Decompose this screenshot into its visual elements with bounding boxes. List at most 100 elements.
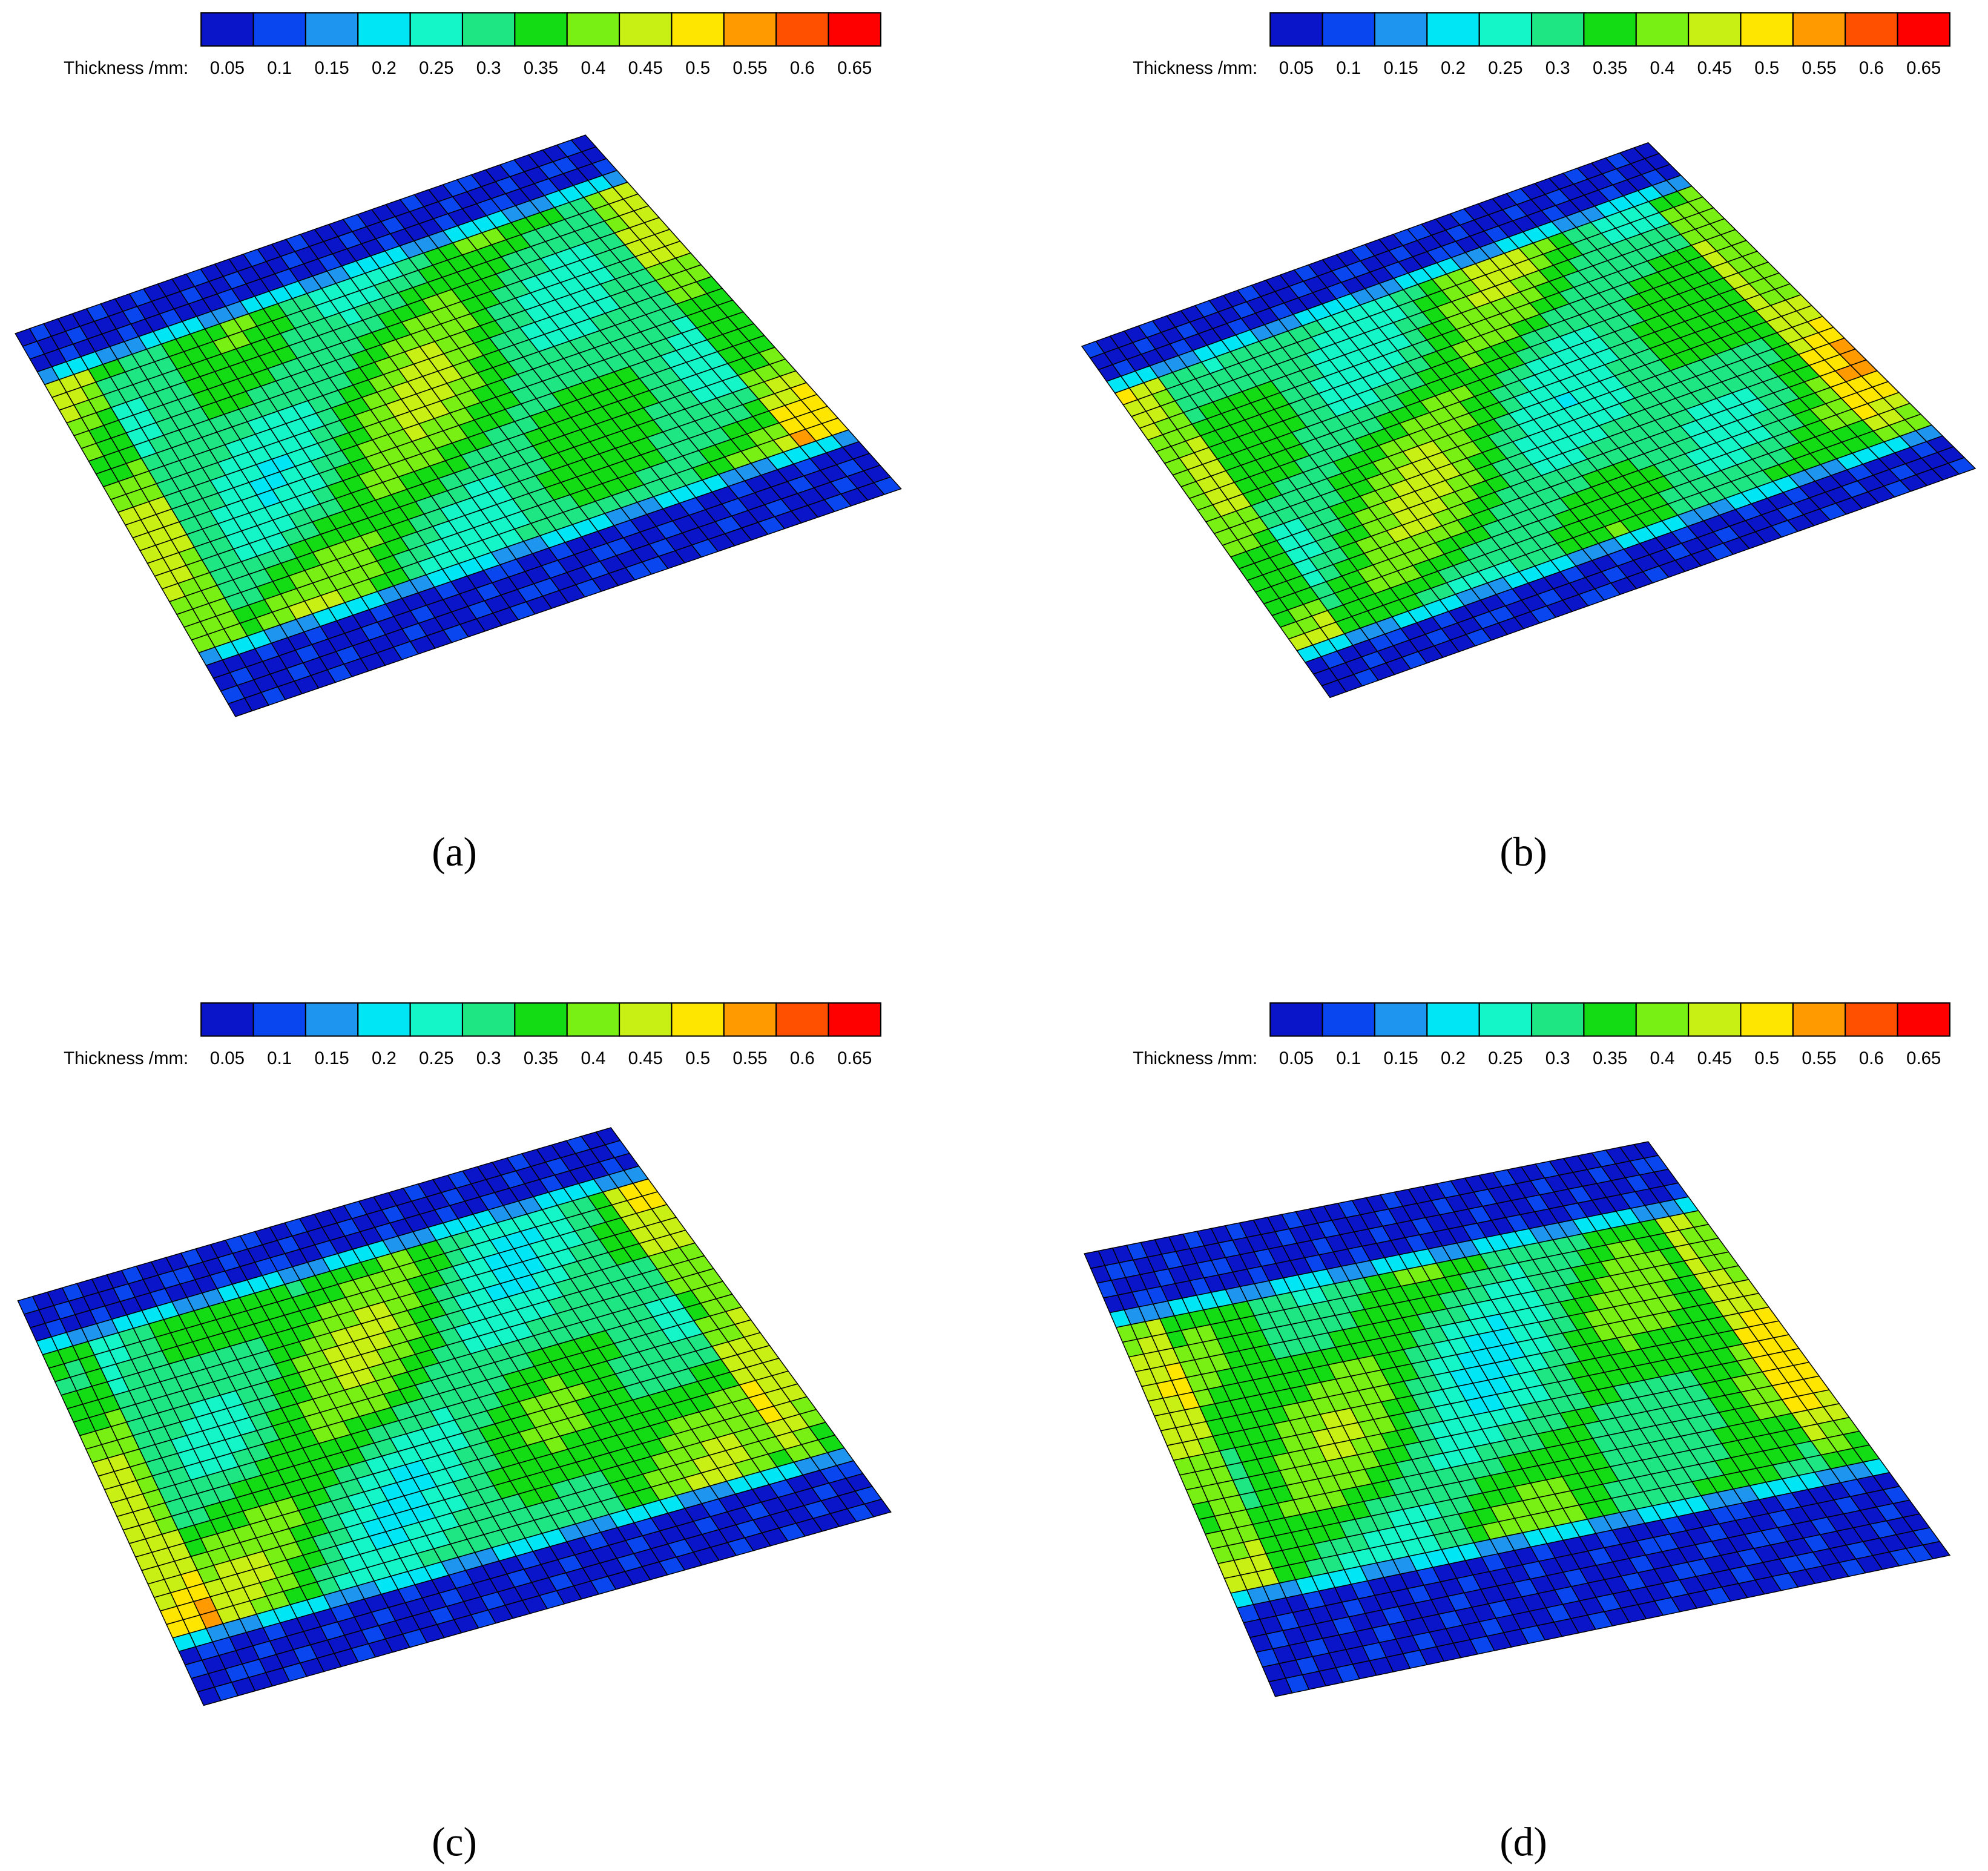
colorbar-swatch <box>1897 12 1950 47</box>
colorbar-tick-label: 0.05 <box>1279 58 1314 78</box>
colorbar-swatch <box>671 12 725 47</box>
colorbar-swatch <box>1269 12 1323 47</box>
colorbar-swatch <box>461 1002 516 1037</box>
colorbar-swatch <box>723 1002 777 1037</box>
colorbar-swatch <box>304 12 359 47</box>
colorbar-swatch <box>1740 1002 1794 1037</box>
colorbar-swatch <box>828 1002 881 1037</box>
colorbar-swatch <box>566 12 620 47</box>
colorbar-tick-label: 0.5 <box>685 1048 710 1068</box>
colorbar-tick-label: 0.45 <box>1697 1048 1732 1068</box>
colorbar-swatch <box>252 1002 306 1037</box>
colorbar-swatch <box>1321 1002 1376 1037</box>
colorbar-tick-label: 0.3 <box>1545 58 1570 78</box>
mesh <box>1081 142 1976 699</box>
colorbar-tick-label: 0.35 <box>524 58 558 78</box>
panel: Thickness /mm: 0.05 0.1 0.15 0.2 0.25 0.3 0.35 0… <box>15 12 902 875</box>
colorbar-tick-label: 0.5 <box>1754 58 1779 78</box>
colorbar-swatch <box>409 12 464 47</box>
colorbar-swatch <box>1688 12 1742 47</box>
colorbar-swatch <box>1688 1002 1742 1037</box>
colorbar-tick-label: 0.25 <box>1488 1048 1522 1068</box>
colorbar-tick-label: 0.55 <box>732 58 767 78</box>
colorbar-tick-label: 0.15 <box>1383 1048 1418 1068</box>
colorbar-tick-label: 0.1 <box>267 58 292 78</box>
mesh <box>1084 1141 1951 1697</box>
colorbar-tick-label: 0.15 <box>314 58 349 78</box>
colorbar-tick-label: 0.45 <box>628 58 663 78</box>
colorbar-tick-label: 0.3 <box>1545 1048 1570 1068</box>
colorbar-tick-label: 0.4 <box>1650 58 1674 78</box>
colorbar-label: Thickness /mm: <box>1133 1048 1257 1068</box>
colorbar-tick-label: 0.2 <box>372 58 397 78</box>
colorbar-swatch <box>1740 12 1794 47</box>
colorbar-swatch <box>1321 12 1376 47</box>
colorbar-swatch <box>828 12 881 47</box>
colorbar-tick-label: 0.3 <box>476 58 501 78</box>
colorbar-tick-label: 0.15 <box>1383 58 1418 78</box>
colorbar-swatch <box>1845 12 1898 47</box>
colorbar-swatch <box>1478 1002 1533 1037</box>
colorbar-tick-label: 0.2 <box>372 1048 397 1068</box>
caption: (a) <box>432 829 477 875</box>
colorbar-tick-label: 0.4 <box>581 1048 605 1068</box>
mesh <box>15 134 902 717</box>
colorbar-swatch <box>1635 1002 1690 1037</box>
colorbar-tick-label: 0.2 <box>1441 1048 1466 1068</box>
colorbar-swatch <box>461 12 516 47</box>
colorbar-swatch <box>619 1002 673 1037</box>
colorbar-tick-label: 0.5 <box>685 58 710 78</box>
colorbar-swatch <box>1635 12 1690 47</box>
colorbar-tick-label: 0.45 <box>1697 58 1732 78</box>
colorbar-swatch <box>775 12 829 47</box>
caption: (d) <box>1499 1820 1547 1865</box>
colorbar-swatch <box>1374 12 1428 47</box>
colorbar-tick-label: 0.65 <box>837 1048 872 1068</box>
colorbar-swatch <box>357 12 411 47</box>
colorbar-tick-label: 0.25 <box>419 1048 453 1068</box>
colorbar-tick-label: 0.05 <box>1279 1048 1314 1068</box>
colorbar-swatch <box>1792 1002 1846 1037</box>
colorbar-tick-label: 0.35 <box>524 1048 558 1068</box>
colorbar-swatch <box>1478 12 1533 47</box>
colorbar-tick-label: 0.2 <box>1441 58 1466 78</box>
colorbar-swatch <box>1426 1002 1480 1037</box>
colorbar-tick-label: 0.25 <box>419 58 453 78</box>
colorbar-swatch <box>619 12 673 47</box>
colorbar-swatch <box>1897 1002 1950 1037</box>
colorbar-swatch <box>1583 1002 1637 1037</box>
colorbar-swatch <box>1583 12 1637 47</box>
colorbar-tick-label: 0.15 <box>314 1048 349 1068</box>
colorbar-tick-label: 0.55 <box>732 1048 767 1068</box>
colorbar-label: Thickness /mm: <box>64 1048 188 1068</box>
colorbar-tick-label: 0.1 <box>267 1048 292 1068</box>
colorbar-swatch <box>304 1002 359 1037</box>
colorbar-swatch <box>200 1002 254 1037</box>
colorbar-tick-label: 0.55 <box>1802 1048 1836 1068</box>
colorbar-swatch <box>566 1002 620 1037</box>
colorbar-tick-label: 0.55 <box>1802 58 1836 78</box>
colorbar-swatch <box>1845 1002 1898 1037</box>
colorbar-tick-label: 0.5 <box>1754 1048 1779 1068</box>
colorbar-tick-label: 0.4 <box>581 58 605 78</box>
colorbar-tick-label: 0.3 <box>476 1048 501 1068</box>
colorbar-swatch <box>1530 1002 1585 1037</box>
colorbar-swatch <box>514 12 568 47</box>
panel: Thickness /mm: 0.05 0.1 0.15 0.2 0.25 0.3 0.35 0… <box>1084 1002 1951 1865</box>
colorbar-swatch <box>1374 1002 1428 1037</box>
colorbar-swatch <box>1269 1002 1323 1037</box>
colorbar-tick-label: 0.4 <box>1650 1048 1674 1068</box>
colorbar-tick-label: 0.1 <box>1336 58 1361 78</box>
colorbar-tick-label: 0.65 <box>837 58 872 78</box>
colorbar-swatch <box>409 1002 464 1037</box>
colorbar-tick-label: 0.6 <box>790 1048 815 1068</box>
colorbar-label: Thickness /mm: <box>1133 58 1257 78</box>
mesh <box>17 1127 892 1706</box>
colorbar-tick-label: 0.35 <box>1593 58 1627 78</box>
colorbar-swatch <box>200 12 254 47</box>
colorbar-swatch <box>357 1002 411 1037</box>
colorbar-tick-label: 0.35 <box>1593 1048 1627 1068</box>
colorbar-swatch <box>252 12 306 47</box>
colorbar-label: Thickness /mm: <box>64 58 188 78</box>
